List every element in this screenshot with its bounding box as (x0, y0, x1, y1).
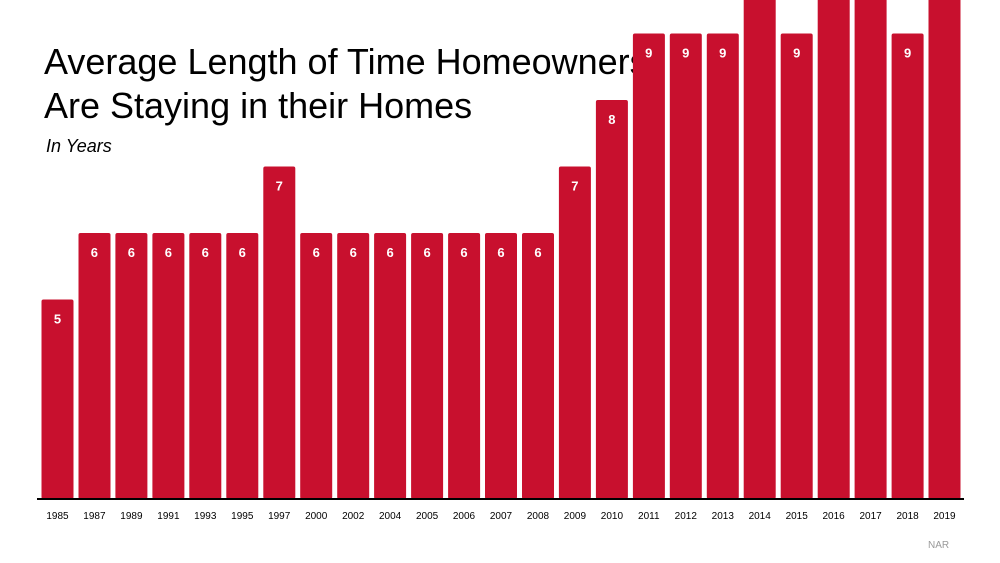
x-tick-label-1987: 1987 (83, 511, 106, 522)
x-tick-label-2013: 2013 (712, 511, 735, 522)
data-label-2009: 7 (571, 179, 578, 194)
data-label-2007: 6 (497, 245, 504, 260)
data-label-2000: 6 (313, 245, 320, 260)
x-tick-label-2008: 2008 (527, 511, 550, 522)
bar-1985 (41, 299, 74, 499)
bar-2004 (374, 233, 407, 499)
data-label-2006: 6 (460, 245, 467, 260)
bar-2013 (706, 33, 739, 499)
x-tick-label-2016: 2016 (822, 511, 845, 522)
bar-2011 (632, 33, 665, 499)
bar-2019 (928, 0, 961, 499)
data-label-2002: 6 (350, 245, 357, 260)
chart-title-line-1: Average Length of Time Homeowners (44, 41, 648, 82)
data-label-2004: 6 (386, 245, 393, 260)
data-label-1997: 7 (276, 179, 283, 194)
bar-2000 (300, 233, 333, 499)
bar-2005 (411, 233, 444, 499)
bar-2015 (780, 33, 813, 499)
data-label-1989: 6 (128, 245, 135, 260)
data-label-2008: 6 (534, 245, 541, 260)
x-tick-label-1993: 1993 (194, 511, 217, 522)
x-tick-label-2009: 2009 (564, 511, 587, 522)
data-label-2018: 9 (904, 46, 911, 61)
data-label-1993: 6 (202, 245, 209, 260)
x-tick-label-1997: 1997 (268, 511, 291, 522)
x-tick-label-2017: 2017 (859, 511, 882, 522)
data-label-2005: 6 (423, 245, 430, 260)
bar-2007 (485, 233, 517, 499)
source-label: NAR (928, 540, 950, 551)
bar-2014 (743, 0, 776, 499)
data-label-1985: 5 (54, 312, 61, 327)
chart-title-line-2: Are Staying in their Homes (44, 85, 473, 126)
bar-2016 (817, 0, 850, 499)
bar-1989 (115, 233, 148, 499)
bar-1991 (152, 233, 185, 499)
chart-title: Average Length of Time Homeowners Are St… (44, 40, 648, 128)
x-tick-label-2007: 2007 (490, 511, 513, 522)
data-label-2011: 9 (645, 46, 652, 61)
x-tick-label-2014: 2014 (749, 511, 772, 522)
x-tick-label-2015: 2015 (786, 511, 809, 522)
x-tick-label-1989: 1989 (120, 511, 143, 522)
bar-1997 (263, 166, 296, 499)
x-tick-label-2019: 2019 (933, 511, 956, 522)
bar-1987 (78, 233, 111, 499)
x-tick-label-1991: 1991 (157, 511, 180, 522)
bar-2008 (522, 233, 554, 499)
data-label-1995: 6 (239, 245, 246, 260)
data-label-2010: 8 (608, 112, 615, 127)
x-tick-label-2018: 2018 (896, 511, 919, 522)
x-tick-label-2002: 2002 (342, 511, 365, 522)
data-label-1987: 6 (91, 245, 98, 260)
x-tick-label-2006: 2006 (453, 511, 476, 522)
x-tick-label-2012: 2012 (675, 511, 698, 522)
x-tick-label-1985: 1985 (46, 511, 69, 522)
x-tick-label-2005: 2005 (416, 511, 439, 522)
data-label-1991: 6 (165, 245, 172, 260)
data-label-2013: 9 (719, 46, 726, 61)
bar-2012 (669, 33, 702, 499)
bar-2017 (854, 0, 887, 499)
data-label-2015: 9 (793, 46, 800, 61)
bar-2018 (891, 33, 924, 499)
x-tick-label-2004: 2004 (379, 511, 402, 522)
x-tick-label-2011: 2011 (638, 511, 660, 522)
bar-2009 (558, 166, 591, 499)
bar-2010 (595, 100, 628, 499)
bar-1995 (226, 233, 259, 499)
bar-2002 (337, 233, 370, 499)
chart-subtitle: In Years (46, 136, 112, 156)
x-tick-label-1995: 1995 (231, 511, 254, 522)
bar-2006 (448, 233, 481, 499)
data-label-2012: 9 (682, 46, 689, 61)
x-tick-label-2000: 2000 (305, 511, 328, 522)
bar-1993 (189, 233, 222, 499)
x-tick-label-2010: 2010 (601, 511, 624, 522)
